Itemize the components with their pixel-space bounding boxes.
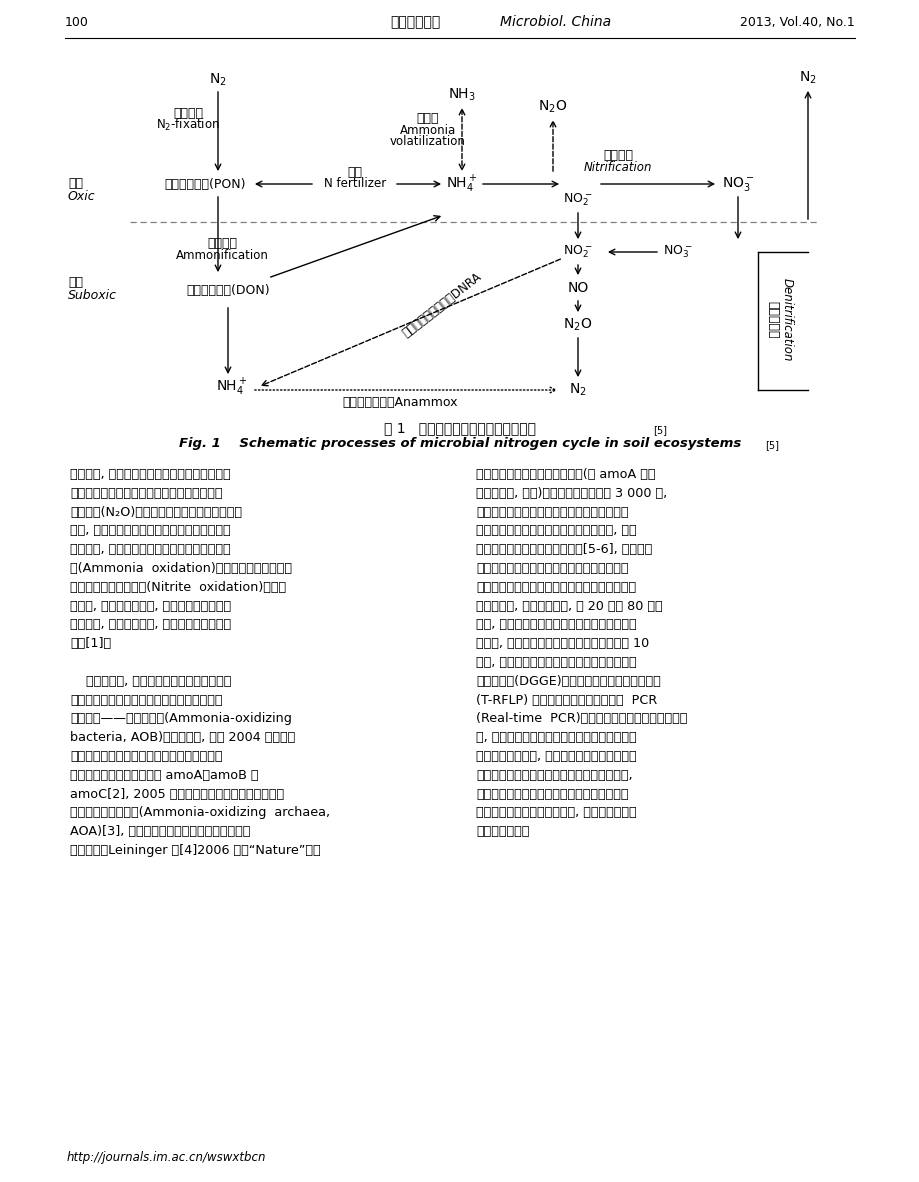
Text: [5]: [5] bbox=[652, 426, 666, 435]
Text: Fig. 1    Schematic processes of microbial nitrogen cycle in soil ecosystems: Fig. 1 Schematic processes of microbial … bbox=[178, 437, 741, 450]
Text: AOA)[3], 根本改变了学术界对氨氧化微生物的: AOA)[3], 根本改变了学术界对氨氧化微生物的 bbox=[70, 825, 250, 838]
Text: Denitrification: Denitrification bbox=[779, 278, 792, 362]
Text: 年来, 随着免培养的分子生态学技术包括变性梯: 年来, 随着免培养的分子生态学技术包括变性梯 bbox=[475, 656, 636, 669]
Text: 显突出, 对砩化作用的研究一直深受重视。近 10: 显突出, 对砩化作用的研究一直深受重视。近 10 bbox=[475, 637, 649, 650]
Text: 颗粒态有机氮(PON): 颗粒态有机氮(PON) bbox=[165, 177, 245, 190]
Text: 其数量通常远远高于氨氧化细菌[5-6], 氨氧化古: 其数量通常远远高于氨氧化细菌[5-6], 氨氧化古 bbox=[475, 544, 652, 557]
Text: 菌和细菌在砩化作用中的重要性和相对贡献也: 菌和细菌在砩化作用中的重要性和相对贡献也 bbox=[475, 561, 628, 574]
Text: 物研究方面取得的主要进展进行阐述的基础上,: 物研究方面取得的主要进展进行阐述的基础上, bbox=[475, 768, 632, 781]
Text: 相关, 构成氮循环的中心环节。砩化作用分两个: 相关, 构成氮循环的中心环节。砩化作用分两个 bbox=[70, 525, 231, 538]
Text: NO$_2^-$: NO$_2^-$ bbox=[562, 243, 592, 260]
Text: 自养细菌——氨氧化细菌(Ammonia-oxidizing: 自养细菌——氨氧化细菌(Ammonia-oxidizing bbox=[70, 713, 291, 726]
Text: 用, 在砩化微生物多样性及其作用机理研究方面: 用, 在砩化微生物多样性及其作用机理研究方面 bbox=[475, 732, 636, 745]
Text: volatilization: volatilization bbox=[390, 135, 465, 148]
Text: 氧化亚氮(N₂O)释放等一系列生态环境问题直接: 氧化亚氮(N₂O)释放等一系列生态环境问题直接 bbox=[70, 506, 242, 519]
Text: 图 1   微生物参与的氮循环过程示意图: 图 1 微生物参与的氮循环过程示意图 bbox=[383, 421, 536, 435]
Text: NH$_4^+$: NH$_4^+$ bbox=[216, 376, 247, 397]
Text: 随后大量的研究发现氨氧化古菌广泛分布于包: 随后大量的研究发现氨氧化古菌广泛分布于包 bbox=[475, 506, 628, 519]
Text: 氨化作用: 氨化作用 bbox=[207, 236, 237, 249]
Text: 传统认识。Leininger 等[4]2006 年在“Nature”杂志: 传统认识。Leininger 等[4]2006 年在“Nature”杂志 bbox=[70, 844, 321, 857]
Text: 壤资源丰富, 环境条件多样, 自 20 世纪 80 年代: 壤资源丰富, 环境条件多样, 自 20 世纪 80 年代 bbox=[475, 599, 662, 612]
Text: amoC[2], 2005 年从西雅图水族馆海水中分离培养: amoC[2], 2005 年从西雅图水族馆海水中分离培养 bbox=[70, 787, 284, 800]
Text: 以来, 由于农业氮肥大量投入引起的环境问题日: 以来, 由于农业氮肥大量投入引起的环境问题日 bbox=[475, 618, 636, 631]
Text: Ammonia: Ammonia bbox=[400, 123, 456, 136]
Text: 一百多年来, 人们一直认为土壤生态系统中: 一百多年来, 人们一直认为土壤生态系统中 bbox=[70, 675, 231, 688]
Text: 拷贝数计量, 下同)最多是氨氧化细菌的 3 000 倍,: 拷贝数计量, 下同)最多是氨氧化细菌的 3 000 倍, bbox=[475, 487, 666, 500]
Text: 的氨氧化作用主要是由变形菌纲中的一些化能: 的氨氧化作用主要是由变形菌纲中的一些化能 bbox=[70, 694, 222, 707]
Text: Suboxic: Suboxic bbox=[68, 288, 117, 301]
Text: NH$_3$: NH$_3$ bbox=[448, 86, 475, 103]
Text: (Real-time  PCR)等技术的发展及在我国的普及应: (Real-time PCR)等技术的发展及在我国的普及应 bbox=[475, 713, 686, 726]
Text: 可溢性有机氮(DON): 可溢性有机氮(DON) bbox=[186, 284, 269, 297]
Text: (T-RFLP) 、克隆测序及实时荧光定量  PCR: (T-RFLP) 、克隆测序及实时荧光定量 PCR bbox=[475, 694, 656, 707]
Text: 简要介绍反砩化微生物和厌氧氨氧化及砩酸盐: 简要介绍反砩化微生物和厌氧氨氧化及砩酸盐 bbox=[475, 787, 628, 800]
Text: N$_2$: N$_2$ bbox=[209, 72, 227, 89]
Text: 砩酸盐淤失及其引起的的水体污染和温室气体: 砩酸盐淤失及其引起的的水体污染和温室气体 bbox=[70, 487, 222, 500]
Text: 氮的亚砩酸盐氧化过程(Nitrite  oxidation)。氨氧: 氮的亚砩酸盐氧化过程(Nitrite oxidation)。氨氧 bbox=[70, 580, 286, 593]
Text: bacteria, AOB)催化完成的, 直到 2004 年宏基因: bacteria, AOB)催化完成的, 直到 2004 年宏基因 bbox=[70, 732, 295, 745]
Text: 砩化作用: 砩化作用 bbox=[602, 149, 632, 162]
Text: Oxic: Oxic bbox=[68, 189, 96, 202]
Text: 也取得了重要进展, 本文将在对我国氨氧化微生: 也取得了重要进展, 本文将在对我国氨氧化微生 bbox=[475, 751, 636, 764]
Text: http://journals.im.ac.cn/wswxtbcn: http://journals.im.ac.cn/wswxtbcn bbox=[67, 1151, 267, 1164]
Text: N$_2$O: N$_2$O bbox=[538, 99, 567, 115]
Text: 2013, Vol.40, No.1: 2013, Vol.40, No.1 bbox=[740, 15, 854, 28]
Text: 反应步骤, 也是限速步骤, 是全球氮循环的中心: 反应步骤, 也是限速步骤, 是全球氮循环的中心 bbox=[70, 618, 231, 631]
Text: 工作提出展望。: 工作提出展望。 bbox=[475, 825, 528, 838]
Text: 因此成为国际上近年来研究的热点问题。我国土: 因此成为国际上近年来研究的热点问题。我国土 bbox=[475, 580, 635, 593]
Text: 100: 100 bbox=[65, 15, 89, 28]
Text: 编码氨单加氧酶的结构基因 amoA、amoB 和: 编码氨单加氧酶的结构基因 amoA、amoB 和 bbox=[70, 768, 258, 781]
Text: 厌氧氨氧化作用Anammox: 厌氧氨氧化作用Anammox bbox=[342, 396, 458, 409]
Text: 度凝胶电泳(DGGE)、末端限制性片段长度多态性: 度凝胶电泳(DGGE)、末端限制性片段长度多态性 bbox=[475, 675, 660, 688]
Text: NO$_3^-$: NO$_3^-$ bbox=[663, 243, 692, 260]
Text: 好氧: 好氧 bbox=[68, 176, 83, 189]
Text: 上报道土壤中氨氧化古菌的数量(以 amoA 基因: 上报道土壤中氨氧化古菌的数量(以 amoA 基因 bbox=[475, 468, 655, 481]
Text: NH$_4^+$: NH$_4^+$ bbox=[446, 174, 477, 195]
Text: 程(Ammonia  oxidation)和亚砩态氮氧化为砩态: 程(Ammonia oxidation)和亚砩态氮氧化为砩态 bbox=[70, 561, 291, 574]
Text: N fertilizer: N fertilizer bbox=[323, 176, 386, 189]
Text: 微生物学通报: 微生物学通报 bbox=[390, 15, 440, 30]
Text: Nitrification: Nitrification bbox=[584, 161, 652, 174]
Text: 低氧: 低氧 bbox=[68, 275, 83, 288]
Text: 异化还原成鐵作用的研究进展, 并对今后的研究: 异化还原成鐵作用的研究进展, 并对今后的研究 bbox=[475, 806, 636, 819]
Text: N$_2$: N$_2$ bbox=[569, 382, 586, 398]
Text: N$_2$: N$_2$ bbox=[799, 70, 816, 86]
Text: 括海洋、湖泊和土壤等在内的多种环境中, 而且: 括海洋、湖泊和土壤等在内的多种环境中, 而且 bbox=[475, 525, 636, 538]
Text: [5]: [5] bbox=[765, 440, 778, 450]
Text: 环节[1]。: 环节[1]。 bbox=[70, 637, 111, 650]
Text: 阶段完成, 即氨态氮氧化为亚砩态氮的氨氧化过: 阶段完成, 即氨态氮氧化为亚砩态氮的氨氧化过 bbox=[70, 544, 231, 557]
Text: 利用程度, 并与过量氮肥投入导致的土壤酸化、: 利用程度, 并与过量氮肥投入导致的土壤酸化、 bbox=[70, 468, 231, 481]
Text: 化作用, 也称亚砩化作用, 是砩化作用的第一个: 化作用, 也称亚砩化作用, 是砩化作用的第一个 bbox=[70, 599, 231, 612]
Text: 反砩化作用: 反砩化作用 bbox=[766, 301, 778, 339]
Text: 组学研究发现海洋古菌基因组中含有类似细菌: 组学研究发现海洋古菌基因组中含有类似细菌 bbox=[70, 751, 222, 764]
Text: 固氮作用: 固氮作用 bbox=[173, 106, 203, 119]
Text: NO$_3^-$: NO$_3^-$ bbox=[721, 175, 754, 193]
Text: 氨挥发: 氨挥发 bbox=[416, 111, 438, 124]
Text: N$_2$-fixation: N$_2$-fixation bbox=[156, 117, 220, 134]
Text: Microbiol. China: Microbiol. China bbox=[499, 15, 610, 30]
Text: NO: NO bbox=[567, 281, 588, 296]
Text: 氮肥: 氮肥 bbox=[347, 165, 362, 178]
Text: 到第一株氨氧化古菌(Ammonia-oxidizing  archaea,: 到第一株氨氧化古菌(Ammonia-oxidizing archaea, bbox=[70, 806, 330, 819]
Text: 砩酸盐异化还原成鐵DNRA: 砩酸盐异化还原成鐵DNRA bbox=[400, 271, 483, 340]
Text: NO$_2^-$: NO$_2^-$ bbox=[562, 191, 592, 208]
Text: N$_2$O: N$_2$O bbox=[562, 317, 592, 333]
Text: Ammonification: Ammonification bbox=[176, 248, 268, 261]
